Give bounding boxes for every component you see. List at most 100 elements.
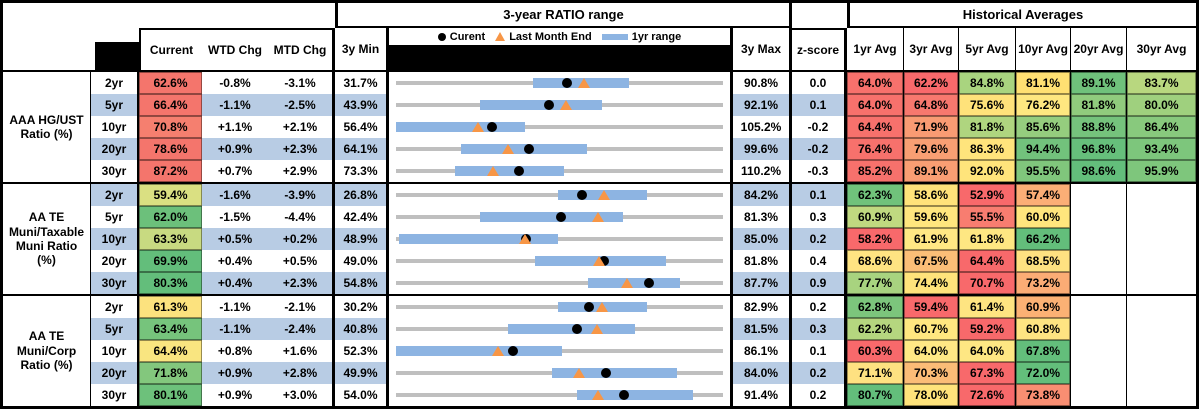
tenor-cell: 20yr: [90, 250, 139, 272]
avg-1yr-cell: 62.8%: [847, 296, 904, 318]
wtd-chg-col-header: WTD Chg: [202, 28, 268, 70]
wtd-chg-cell: +0.5%: [202, 228, 268, 250]
black-block: [95, 42, 139, 70]
avg-10yr-cell: 94.4%: [1016, 138, 1071, 160]
current-value-cell: 87.2%: [139, 160, 202, 182]
wtd-chg-cell: +0.9%: [202, 362, 268, 384]
max-3y-cell: 84.2%: [733, 184, 792, 206]
range-bar-1yr: [480, 212, 623, 222]
current-value-cell: 59.4%: [139, 184, 202, 206]
avg-1yr-cell: 76.4%: [847, 138, 904, 160]
avg-20yr-cell: [1071, 318, 1127, 340]
avg-3yr-cell: 64.0%: [904, 340, 959, 362]
avg-10yr-cell: 95.5%: [1016, 160, 1071, 182]
avg-30yr-cell: [1127, 296, 1196, 318]
min-3y-cell: 30.2%: [335, 296, 389, 318]
avg-10yr-cell: 76.2%: [1016, 94, 1071, 116]
zscore-cell: 0.2: [792, 384, 847, 406]
range-track: [396, 340, 723, 362]
wtd-chg-cell: +0.7%: [202, 160, 268, 182]
current-dot: [644, 278, 655, 288]
current-dot: [555, 212, 566, 222]
header-spacer-left: [3, 3, 335, 28]
range-chart: [389, 362, 733, 384]
last-month-triangle: [620, 278, 633, 288]
wtd-chg-cell: -0.8%: [202, 72, 268, 94]
last-month-triangle: [596, 302, 608, 312]
avg-10yr-cell: 72.0%: [1016, 362, 1071, 384]
avg-5yr-cell: 55.5%: [959, 206, 1016, 228]
avg-3yr-cell: 71.9%: [904, 116, 959, 138]
avg-30yr-cell: 80.0%: [1127, 94, 1196, 116]
avg-10yr-cell: 60.0%: [1016, 206, 1071, 228]
last-month-triangle: [472, 122, 485, 132]
wtd-chg-cell: +1.1%: [202, 116, 268, 138]
wtd-chg-cell: +0.4%: [202, 272, 268, 294]
range-chart: [389, 138, 733, 160]
avg-10yr-cell: 68.5%: [1016, 250, 1071, 272]
range-chart: [389, 340, 733, 362]
max-3y-cell: 99.6%: [733, 138, 792, 160]
avg-30yr-cell: [1127, 206, 1196, 228]
avg-5yr-cell: 70.7%: [959, 272, 1016, 294]
current-value-cell: 71.8%: [139, 362, 202, 384]
avg-5yr-cell: 61.8%: [959, 228, 1016, 250]
avg-5yr-cell: 92.0%: [959, 160, 1016, 182]
range-track: [396, 272, 723, 294]
section-label-line: (%): [37, 253, 56, 268]
avg-3yr-cell: 58.6%: [904, 184, 959, 206]
avg-20yr-cell: [1071, 206, 1127, 228]
avg-20yr-cell: [1071, 384, 1127, 406]
avg-1yr-cell: 62.3%: [847, 184, 904, 206]
black-block: [389, 45, 730, 70]
zscore-cell: 0.1: [792, 340, 847, 362]
legend-1yr-range: 1yr range: [601, 31, 681, 43]
avg-20yr-col-header: 20yr Avg: [1071, 28, 1127, 70]
avg-5yr-cell: 64.0%: [959, 340, 1016, 362]
range-chart: [389, 228, 733, 250]
max-3y-cell: 105.2%: [733, 116, 792, 138]
avg-1yr-cell: 71.1%: [847, 362, 904, 384]
range-chart: [389, 296, 733, 318]
avg-20yr-cell: [1071, 184, 1127, 206]
avg-3yr-cell: 67.5%: [904, 250, 959, 272]
min-3y-cell: 49.9%: [335, 362, 389, 384]
current-dot: [562, 78, 573, 88]
avg-3yr-cell: 74.4%: [904, 272, 959, 294]
zscore-cell: -0.3: [792, 160, 847, 182]
avg-5yr-cell: 72.6%: [959, 384, 1016, 406]
range-group-title: 3-year RATIO range: [335, 3, 792, 28]
last-month-triangle: [502, 144, 515, 154]
avg-1yr-cell: 64.4%: [847, 116, 904, 138]
max-3y-cell: 81.5%: [733, 318, 792, 340]
avg-3yr-cell: 70.3%: [904, 362, 959, 384]
max-3y-cell: 87.7%: [733, 272, 792, 294]
mtd-chg-cell: +0.5%: [268, 250, 335, 272]
section-label-line: Ratio (%): [20, 358, 73, 373]
avg-1yr-cell: 62.2%: [847, 318, 904, 340]
mtd-chg-cell: +2.3%: [268, 138, 335, 160]
zscore-cell: -0.2: [792, 138, 847, 160]
current-value-cell: 63.4%: [139, 318, 202, 340]
avg-30yr-cell: [1127, 340, 1196, 362]
range-bar-1yr: [396, 346, 563, 356]
tenor-cell: 5yr: [90, 318, 139, 340]
section-label-line: AAA HG/UST: [9, 112, 84, 127]
mtd-chg-cell: -3.1%: [268, 72, 335, 94]
tenor-cell: 30yr: [90, 384, 139, 406]
section-label: AA TE Muni/Corp Ratio (%): [3, 296, 90, 406]
max-3y-cell: 82.9%: [733, 296, 792, 318]
range-chart: [389, 318, 733, 340]
avg-30yr-cell: [1127, 250, 1196, 272]
avg-1yr-cell: 64.0%: [847, 94, 904, 116]
min-3y-cell: 48.9%: [335, 228, 389, 250]
avg-3yr-cell: 62.2%: [904, 72, 959, 94]
zscore-cell: 0.2: [792, 296, 847, 318]
mtd-chg-cell: +0.2%: [268, 228, 335, 250]
min-3y-cell: 52.3%: [335, 340, 389, 362]
section-label-line: AA TE: [28, 210, 65, 225]
range-track: [396, 72, 723, 94]
avg-30yr-cell: [1127, 362, 1196, 384]
avg-20yr-cell: 88.8%: [1071, 116, 1127, 138]
